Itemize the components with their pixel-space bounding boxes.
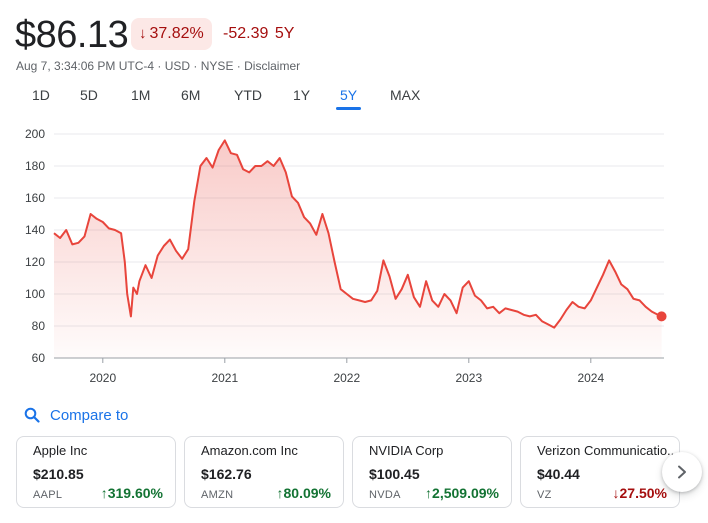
card-change: ↑80.09% [277, 485, 331, 501]
y-tick-label: 120 [25, 255, 45, 269]
compare-card-nvda[interactable]: NVIDIA Corp $100.45 NVDA ↑2,509.09% [352, 436, 512, 508]
card-ticker: NVDA [369, 489, 401, 501]
x-tick-label: 2023 [455, 371, 482, 385]
next-cards-button[interactable] [662, 452, 702, 492]
tab-1y[interactable]: 1Y [293, 87, 311, 103]
card-price: $40.44 [537, 466, 580, 482]
y-tick-label: 60 [32, 351, 46, 365]
change-period: 5Y [274, 25, 295, 42]
tab-5y[interactable]: 5Y [335, 84, 362, 110]
card-ticker: AAPL [33, 489, 63, 501]
card-company-name: Apple Inc [33, 443, 88, 458]
x-tick-label: 2021 [211, 371, 238, 385]
card-company-name: Amazon.com Inc [201, 443, 298, 458]
y-tick-label: 200 [25, 127, 45, 141]
currency: USD [154, 59, 190, 73]
compare-card-vz[interactable]: Verizon Communicatio... $40.44 VZ ↓27.50… [520, 436, 680, 508]
tab-ytd[interactable]: YTD [234, 87, 262, 103]
exchange: NYSE [190, 59, 233, 73]
card-company-name: Verizon Communicatio... [537, 443, 678, 458]
card-price: $162.76 [201, 466, 252, 482]
card-change-value: 80.09% [283, 485, 331, 501]
quote-meta: Aug 7, 3:34:06 PM UTC-4USDNYSEDisclaimer [16, 59, 300, 73]
card-change: ↑319.60% [101, 485, 163, 501]
timestamp: Aug 7, 3:34:06 PM UTC-4 [16, 59, 155, 73]
price-value: $86.13 [15, 14, 129, 56]
change-amount: -52.39 5Y [223, 18, 294, 50]
card-change-value: 319.60% [107, 485, 163, 501]
y-tick-label: 180 [25, 159, 45, 173]
card-change: ↓27.50% [613, 485, 667, 501]
x-tick-label: 2024 [577, 371, 604, 385]
compare-cards: Apple Inc $210.85 AAPL ↑319.60% Amazon.c… [16, 436, 680, 508]
compare-card-amzn[interactable]: Amazon.com Inc $162.76 AMZN ↑80.09% [184, 436, 344, 508]
tab-6m[interactable]: 6M [181, 87, 201, 103]
chevron-right-icon [678, 465, 686, 479]
y-tick-label: 80 [32, 319, 46, 333]
y-tick-label: 140 [25, 223, 45, 237]
card-ticker: AMZN [201, 489, 234, 501]
card-price: $100.45 [369, 466, 420, 482]
tab-max[interactable]: MAX [390, 87, 421, 103]
change-value: -52.39 [223, 25, 269, 42]
disclaimer-link[interactable]: Disclaimer [233, 59, 300, 73]
tab-1m[interactable]: 1M [131, 87, 151, 103]
change-percent-badge: ↓ 37.82% [131, 18, 212, 50]
search-icon [24, 407, 40, 423]
change-percent: 37.82% [149, 25, 204, 42]
x-tick-label: 2022 [333, 371, 360, 385]
arrow-up-icon: ↑ [425, 485, 433, 501]
price-line [53, 139, 662, 329]
card-ticker: VZ [537, 489, 552, 501]
arrow-up-icon: ↑ [100, 485, 108, 501]
price-chart: 200 180 160 140 120 100 80 60 2020 2021 2022 2023 2… [25, 127, 667, 385]
x-tick-label: 2020 [89, 371, 116, 385]
arrow-up-icon: ↑ [276, 485, 284, 501]
arrow-down-icon: ↓ [612, 485, 620, 501]
card-change: ↑2,509.09% [425, 485, 499, 501]
card-change-value: 27.50% [619, 485, 667, 501]
y-tick-label: 160 [25, 191, 45, 205]
arrow-down-icon: ↓ [139, 25, 147, 42]
compare-to-button[interactable]: Compare to [24, 405, 128, 425]
compare-card-aapl[interactable]: Apple Inc $210.85 AAPL ↑319.60% [16, 436, 176, 508]
y-tick-label: 100 [25, 287, 45, 301]
tab-1d[interactable]: 1D [32, 87, 50, 103]
price-area-fill [54, 140, 662, 358]
card-change-value: 2,509.09% [432, 485, 499, 501]
current-price-dot [656, 311, 667, 322]
card-company-name: NVIDIA Corp [369, 443, 444, 458]
tab-5d[interactable]: 5D [80, 87, 98, 103]
compare-to-label: Compare to [50, 406, 129, 424]
card-price: $210.85 [33, 466, 84, 482]
